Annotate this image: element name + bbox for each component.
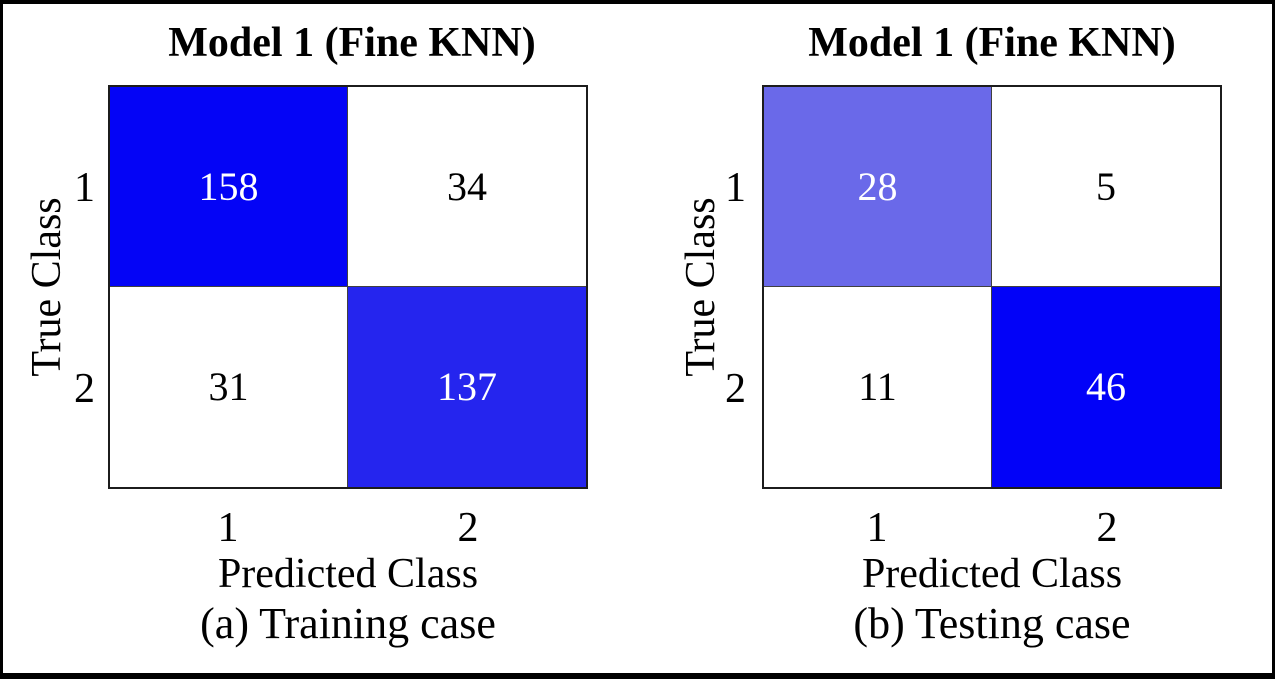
panel-b-x-axis-label: Predicted Class xyxy=(861,551,1123,597)
panel-a-cell-true1-pred1: 158 xyxy=(110,87,348,287)
panel-b-y-axis-label: True Class xyxy=(678,197,724,377)
panel-a-confusion-matrix: 158 34 31 137 xyxy=(108,85,588,489)
panel-b-xtick-1: 1 xyxy=(866,505,888,551)
panel-a-ytick-2: 2 xyxy=(74,366,95,412)
panel-b-cell-true2-pred2: 46 xyxy=(992,287,1220,487)
panel-b-confusion-matrix: 28 5 11 46 xyxy=(762,85,1222,489)
panel-b-cell-true2-pred1: 11 xyxy=(764,287,992,487)
panel-a-cell-true2-pred1: 31 xyxy=(110,287,348,487)
panel-b-title: Model 1 (Fine KNN) xyxy=(808,20,1176,66)
panel-b-ytick-2: 2 xyxy=(725,366,746,412)
panel-a-ytick-1: 1 xyxy=(74,165,95,211)
panel-a-caption: (a) Training case xyxy=(200,599,496,648)
panel-a-x-axis-label: Predicted Class xyxy=(217,551,479,597)
panel-a-cell-true1-pred2: 34 xyxy=(348,87,586,287)
panel-b-ytick-1: 1 xyxy=(725,165,746,211)
panel-a-cell-true2-pred2: 137 xyxy=(348,287,586,487)
panel-a-xtick-2: 2 xyxy=(457,505,479,551)
panel-a-xtick-1: 1 xyxy=(217,505,239,551)
panel-a-title: Model 1 (Fine KNN) xyxy=(168,20,536,66)
panel-a-y-axis-label: True Class xyxy=(24,197,70,377)
panel-b-xtick-2: 2 xyxy=(1096,505,1118,551)
panel-b-cell-true1-pred1: 28 xyxy=(764,87,992,287)
panel-b-caption: (b) Testing case xyxy=(853,599,1131,648)
panel-b-cell-true1-pred2: 5 xyxy=(992,87,1220,287)
